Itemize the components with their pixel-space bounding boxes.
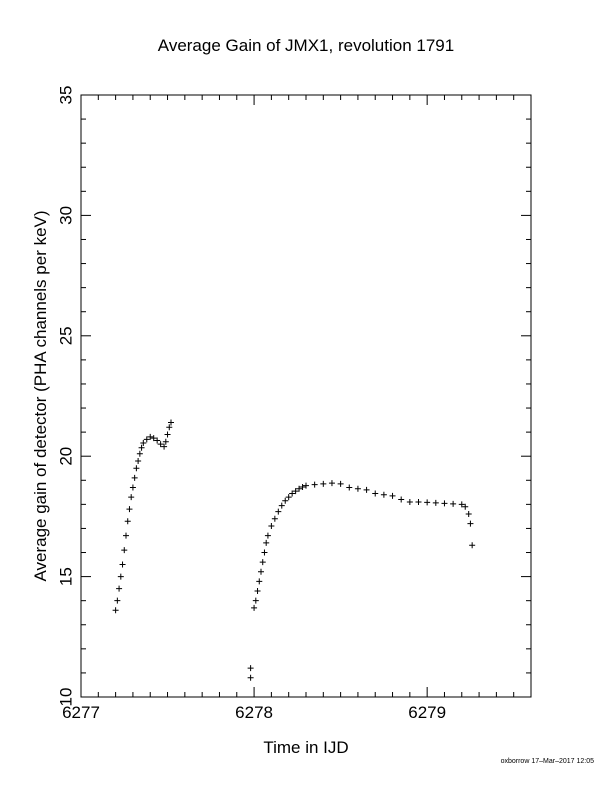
data-point — [320, 480, 327, 487]
data-point — [424, 499, 431, 506]
data-point — [258, 568, 264, 575]
data-point — [354, 485, 361, 492]
y-axis-label: Average gain of detector (PHA channels p… — [31, 210, 50, 582]
data-point — [337, 480, 344, 487]
data-point — [275, 508, 282, 515]
data-point — [123, 532, 129, 539]
data-point — [363, 486, 370, 493]
footer-credit: oxborrow 17–Mar–2017 12:05 — [500, 758, 594, 765]
data-point — [126, 506, 133, 513]
y-tick-label: 35 — [57, 86, 76, 105]
data-point — [150, 435, 157, 442]
data-point — [389, 492, 396, 499]
chart-title: Average Gain of JMX1, revolution 1791 — [157, 36, 455, 55]
data-point — [154, 437, 161, 444]
y-tick-label: 10 — [57, 688, 76, 707]
data-point — [247, 674, 254, 681]
data-point — [161, 443, 168, 450]
data-point — [285, 494, 292, 501]
data-point — [166, 424, 173, 431]
data-point — [450, 500, 457, 507]
data-point — [251, 604, 258, 611]
data-point — [289, 490, 296, 497]
data-point — [406, 498, 413, 505]
data-point — [136, 450, 143, 457]
data-point — [254, 588, 261, 595]
data-point — [264, 532, 271, 539]
data-point — [143, 436, 150, 443]
data-point — [415, 498, 422, 505]
data-point — [467, 520, 474, 527]
data-point — [398, 496, 405, 503]
data-point — [372, 490, 379, 497]
data-point — [271, 515, 278, 522]
data-point — [311, 481, 318, 488]
plot-frame — [80, 94, 532, 698]
data-point — [128, 494, 135, 501]
data-point — [116, 585, 123, 592]
data-point — [432, 499, 439, 506]
data-point — [119, 561, 126, 568]
data-point — [157, 441, 164, 448]
data-point — [138, 444, 145, 451]
data-point — [140, 439, 147, 446]
data-point — [131, 474, 138, 481]
data-point — [129, 484, 136, 491]
data-point — [462, 503, 469, 510]
y-tick-label: 20 — [57, 447, 76, 466]
data-point — [256, 578, 263, 585]
data-point — [346, 484, 353, 491]
data-point — [252, 597, 259, 604]
data-point — [299, 484, 306, 491]
data-point — [114, 597, 121, 604]
data-point — [328, 480, 335, 487]
data-point — [147, 433, 154, 440]
data-point — [380, 491, 387, 498]
x-axis-label: Time in IJD — [263, 738, 349, 757]
data-point — [135, 458, 142, 465]
data-point — [303, 482, 309, 489]
data-point — [112, 607, 119, 614]
data-point — [124, 518, 131, 525]
y-tick-label: 30 — [57, 206, 76, 225]
data-point — [469, 542, 476, 549]
data-point — [278, 502, 285, 509]
data-point — [296, 485, 303, 492]
data-point — [164, 431, 171, 438]
data-point — [121, 547, 128, 554]
data-point — [117, 573, 124, 580]
data-point — [259, 559, 266, 566]
data-point — [263, 539, 270, 546]
data-point — [162, 438, 169, 445]
data-point — [261, 549, 268, 556]
data-point — [282, 497, 289, 504]
y-tick-label: 15 — [57, 567, 76, 586]
data-point — [465, 510, 472, 517]
x-tick-label: 6279 — [408, 703, 446, 722]
data-point — [133, 465, 140, 472]
x-tick-label: 6277 — [62, 703, 100, 722]
data-point — [458, 501, 465, 508]
x-tick-label: 6278 — [235, 703, 273, 722]
data-point — [247, 665, 254, 672]
data-point — [268, 523, 275, 530]
y-tick-label: 25 — [57, 326, 76, 345]
data-point — [168, 419, 174, 426]
data-point — [292, 488, 299, 495]
data-point — [441, 500, 448, 507]
